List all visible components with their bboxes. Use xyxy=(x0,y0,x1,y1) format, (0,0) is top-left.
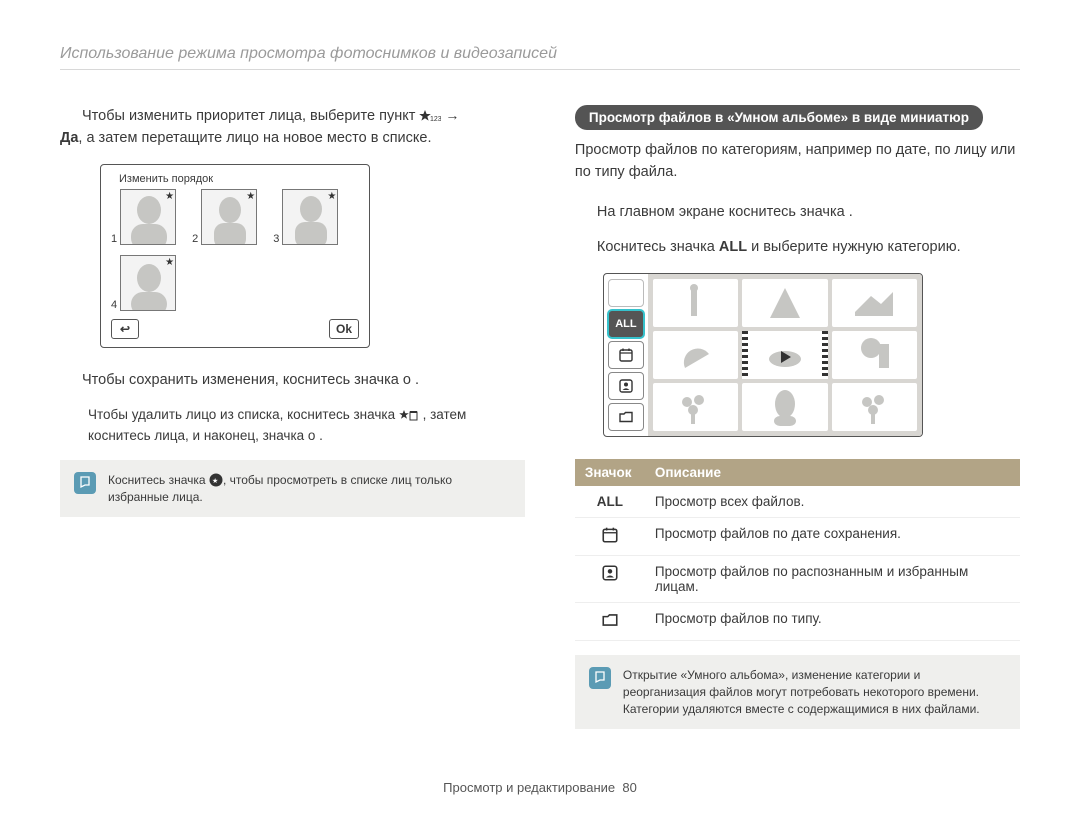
footer-page: 80 xyxy=(622,780,636,795)
step-change-priority: Чтобы изменить приоритет лица, выберите … xyxy=(60,105,525,150)
ok-button[interactable]: Ok xyxy=(329,319,359,339)
step-1: На главном экране коснитесь значка . xyxy=(575,202,1020,224)
row-desc: Просмотр файлов по дате сохранения. xyxy=(645,518,1020,556)
table-head-desc: Описание xyxy=(645,459,1020,486)
gallery-sidebar: ALL xyxy=(604,274,648,436)
face-cell[interactable]: 2 ★ xyxy=(192,189,257,245)
all-label: ALL xyxy=(719,239,747,255)
star-trash-icon xyxy=(399,409,419,422)
gallery-grid xyxy=(648,274,922,436)
thumbnail[interactable] xyxy=(832,383,917,431)
right-column: Просмотр файлов в «Умном альбоме» в виде… xyxy=(575,105,1020,729)
description-table: Значок Описание ALL Просмотр всех файлов… xyxy=(575,459,1020,641)
step-suffix: , а затем перетащите лицо на новое место… xyxy=(78,130,431,146)
step-text: и выберите нужную категорию. xyxy=(747,239,961,255)
section-header: Просмотр файлов в «Умном альбоме» в виде… xyxy=(575,105,983,130)
face-number: 3 xyxy=(273,233,279,245)
step-save: Чтобы сохранить изменения, коснитесь зна… xyxy=(60,370,525,392)
note-text: Открытие «Умного альбома», изменение кат… xyxy=(623,667,1006,717)
row-desc: Просмотр всех файлов. xyxy=(645,486,1020,518)
face-number: 2 xyxy=(192,233,198,245)
table-row: Просмотр файлов по типу. xyxy=(575,603,1020,641)
row-desc: Просмотр файлов по типу. xyxy=(645,603,1020,641)
svg-text:123: 123 xyxy=(430,116,441,123)
face-number: 1 xyxy=(111,233,117,245)
calendar-icon xyxy=(601,526,619,544)
bold-da: Да xyxy=(60,130,78,146)
note-text: Коснитесь значка ★, чтобы просмотреть в … xyxy=(108,472,511,506)
star-icon: ★ xyxy=(165,257,174,268)
face-icon xyxy=(601,564,619,582)
svg-text:★: ★ xyxy=(212,477,218,485)
intro-text: Просмотр файлов по категориям, например … xyxy=(575,140,1020,184)
table-head-icon: Значок xyxy=(575,459,645,486)
circle-star-icon: ★ xyxy=(209,473,223,487)
step-text: Коснитесь значка xyxy=(597,239,719,255)
arrow-icon: → xyxy=(445,107,459,123)
thumbnail[interactable] xyxy=(653,279,738,327)
gallery-frame: ALL xyxy=(603,273,923,437)
sidebar-button-type[interactable] xyxy=(608,403,644,431)
star-icon: ★ xyxy=(165,191,174,202)
table-row: ALL Просмотр всех файлов. xyxy=(575,486,1020,518)
sidebar-button-empty[interactable] xyxy=(608,279,644,307)
sidebar-button-all[interactable]: ALL xyxy=(608,310,644,338)
table-row: Просмотр файлов по дате сохранения. xyxy=(575,518,1020,556)
note-box: Открытие «Умного альбома», изменение кат… xyxy=(575,655,1020,729)
table-row: Просмотр файлов по распознанным и избран… xyxy=(575,556,1020,603)
note-box: Коснитесь значка ★, чтобы просмотреть в … xyxy=(60,460,525,518)
step-text: На главном экране коснитесь значка . xyxy=(597,204,853,220)
row-icon-calendar xyxy=(575,518,645,556)
back-button[interactable]: ↩ xyxy=(111,319,139,339)
star-123-icon: 123 xyxy=(419,109,441,123)
note-icon xyxy=(74,472,96,494)
thumbnail[interactable] xyxy=(832,279,917,327)
thumbnail[interactable] xyxy=(653,331,738,379)
note-icon xyxy=(589,667,611,689)
step-text: Чтобы изменить приоритет лица, выберите … xyxy=(82,108,419,124)
thumbnail[interactable] xyxy=(742,279,827,327)
face-cell[interactable]: 3 ★ xyxy=(273,189,338,245)
footer-section: Просмотр и редактирование xyxy=(443,780,615,795)
row-icon-folder xyxy=(575,603,645,641)
step-2: Коснитесь значка ALL и выберите нужную к… xyxy=(575,237,1020,259)
step-text: Чтобы сохранить изменения, коснитесь зна… xyxy=(82,372,419,388)
device-frame-faces: Изменить порядок 1 ★ 2 ★ 3 ★ 4 xyxy=(100,164,370,348)
row-icon-all: ALL xyxy=(575,486,645,518)
thumbnail[interactable] xyxy=(742,383,827,431)
face-cell[interactable]: 4 ★ xyxy=(111,255,176,311)
step-delete: Чтобы удалить лицо из списка, коснитесь … xyxy=(60,405,525,446)
thumbnail[interactable] xyxy=(832,331,917,379)
page-title: Использование режима просмотра фотоснимк… xyxy=(60,45,1020,70)
star-icon: ★ xyxy=(327,191,336,202)
thumbnail-video[interactable] xyxy=(742,331,827,379)
star-icon: ★ xyxy=(246,191,255,202)
device-title: Изменить порядок xyxy=(119,173,359,185)
face-number: 4 xyxy=(111,299,117,311)
thumbnail[interactable] xyxy=(653,383,738,431)
folder-icon xyxy=(618,409,634,425)
sidebar-button-face[interactable] xyxy=(608,372,644,400)
sidebar-button-date[interactable] xyxy=(608,341,644,369)
row-icon-face xyxy=(575,556,645,603)
calendar-icon xyxy=(618,347,634,363)
face-cell[interactable]: 1 ★ xyxy=(111,189,176,245)
left-column: Чтобы изменить приоритет лица, выберите … xyxy=(60,105,525,729)
folder-icon xyxy=(601,611,619,629)
page-footer: Просмотр и редактирование 80 xyxy=(0,780,1080,795)
face-icon xyxy=(618,378,634,394)
row-desc: Просмотр файлов по распознанным и избран… xyxy=(645,556,1020,603)
